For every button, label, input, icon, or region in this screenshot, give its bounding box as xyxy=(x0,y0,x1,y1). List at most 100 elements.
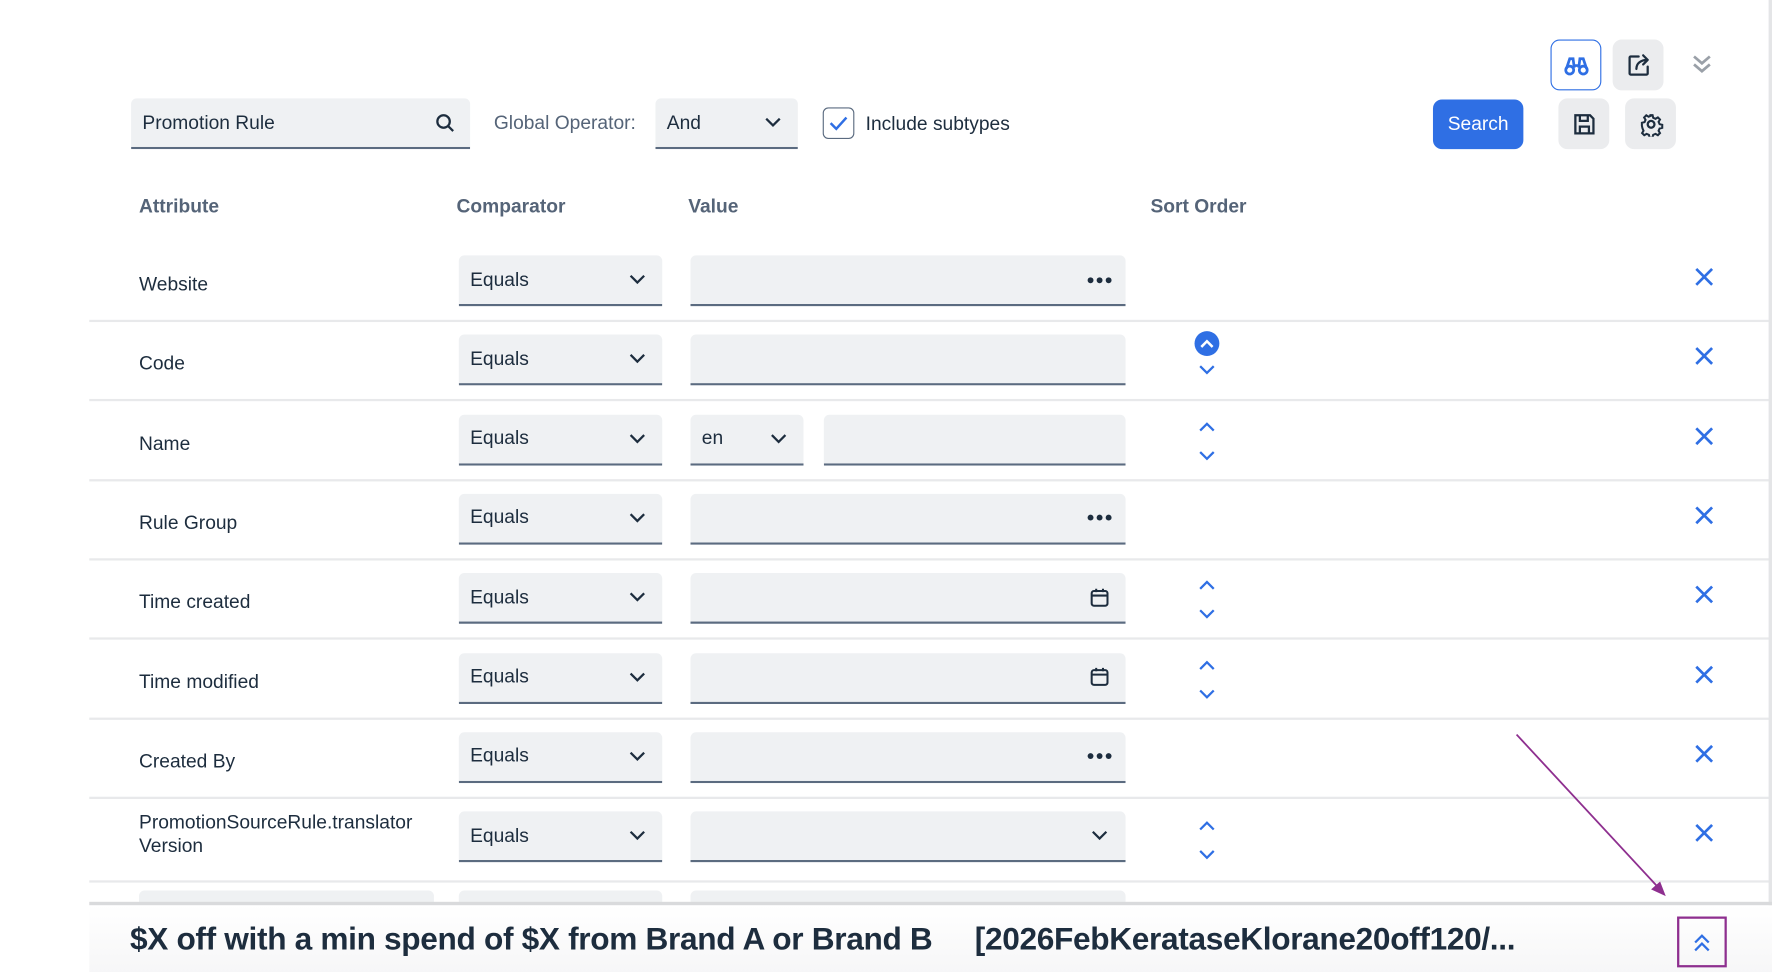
sort-order-control xyxy=(1193,575,1220,625)
comparator-select[interactable]: Equals xyxy=(458,334,663,386)
chevron-down-icon xyxy=(613,672,663,682)
double-chevron-up-icon xyxy=(1694,933,1710,951)
remove-criteria-icon[interactable] xyxy=(1693,345,1716,368)
type-search-input[interactable]: Promotion Rule xyxy=(131,98,471,150)
global-operator-select[interactable]: And xyxy=(655,98,798,150)
sort-descending-icon[interactable] xyxy=(1199,446,1220,466)
sort-ascending-icon[interactable] xyxy=(1199,417,1220,437)
criteria-row: Created By Equals xyxy=(89,717,1772,799)
criteria-row: Time modified Equals xyxy=(89,638,1772,720)
sort-ascending-icon[interactable] xyxy=(1199,816,1220,836)
value-input[interactable] xyxy=(823,414,1126,466)
comparator-select[interactable]: Equals xyxy=(458,414,663,466)
double-chevron-down-icon xyxy=(1693,55,1711,73)
remove-criteria-icon[interactable] xyxy=(1693,583,1716,606)
advanced-search-toggle-button[interactable] xyxy=(1550,39,1602,91)
save-search-button[interactable] xyxy=(1558,98,1610,150)
calendar-icon[interactable] xyxy=(1074,667,1126,687)
collapse-header-button[interactable] xyxy=(1692,53,1712,81)
remove-criteria-icon[interactable] xyxy=(1693,663,1716,686)
attribute-label: Code xyxy=(139,352,185,375)
sort-ascending-active-icon[interactable] xyxy=(1194,331,1220,357)
value-input[interactable] xyxy=(690,811,1126,863)
comparator-select[interactable]: Equals xyxy=(458,732,663,783)
type-search-value: Promotion Rule xyxy=(142,111,275,133)
column-header-sort-order: Sort Order xyxy=(1150,195,1247,217)
value-input[interactable] xyxy=(690,573,1126,625)
comparator-value: Equals xyxy=(470,745,529,767)
criteria-row: Name Equals en xyxy=(89,400,1772,481)
attribute-label: Created By xyxy=(139,750,236,772)
search-button[interactable]: Search xyxy=(1432,99,1524,150)
partial-row-value xyxy=(690,890,1126,905)
criteria-row: Rule Group Equals xyxy=(89,479,1772,561)
sort-order-control xyxy=(1193,655,1220,705)
partial-row-attribute xyxy=(139,890,434,905)
attribute-label: Website xyxy=(139,273,209,295)
value-input[interactable] xyxy=(690,334,1126,386)
comparator-value: Equals xyxy=(470,586,529,608)
include-subtypes-checkbox[interactable] xyxy=(822,107,855,140)
item-code: [2026FebKerataseKlorane20off120/... xyxy=(974,921,1516,957)
search-icon[interactable] xyxy=(420,112,470,132)
chevron-down-icon xyxy=(613,751,663,761)
sort-ascending-icon[interactable] xyxy=(1199,655,1220,675)
attribute-label: Time created xyxy=(139,591,251,613)
partial-row-comparator xyxy=(458,890,663,905)
column-header-value: Value xyxy=(688,195,739,217)
more-icon[interactable] xyxy=(1074,753,1126,760)
item-name: $X off with a min spend of $X from Brand… xyxy=(129,921,933,957)
language-select[interactable]: en xyxy=(690,414,804,466)
include-subtypes-label: Include subtypes xyxy=(865,113,1010,135)
remove-criteria-icon[interactable] xyxy=(1693,266,1716,289)
criteria-row: Website Equals xyxy=(89,241,1772,323)
attribute-label: PromotionSourceRule.translator Version xyxy=(139,811,413,857)
sort-ascending-icon[interactable] xyxy=(1199,575,1220,595)
comparator-select[interactable]: Equals xyxy=(458,255,663,307)
attribute-label: Name xyxy=(139,432,191,454)
column-header-comparator: Comparator xyxy=(456,195,566,217)
checkmark-icon xyxy=(829,116,848,131)
sort-descending-icon[interactable] xyxy=(1199,845,1220,865)
remove-criteria-icon[interactable] xyxy=(1693,742,1716,765)
comparator-value: Equals xyxy=(470,347,529,370)
chevron-down-icon xyxy=(613,592,663,602)
share-icon xyxy=(1627,53,1649,76)
expand-editor-button[interactable] xyxy=(1677,916,1727,968)
settings-button[interactable] xyxy=(1625,98,1676,150)
comparator-value: Equals xyxy=(470,506,529,529)
comparator-value: Equals xyxy=(470,824,529,846)
scrollbar-track[interactable] xyxy=(1768,0,1772,972)
calendar-icon[interactable] xyxy=(1074,587,1126,607)
sort-descending-icon[interactable] xyxy=(1199,684,1220,704)
remove-criteria-icon[interactable] xyxy=(1693,424,1716,447)
comparator-select[interactable]: Equals xyxy=(458,811,663,863)
share-button[interactable] xyxy=(1612,39,1664,91)
sort-descending-icon[interactable] xyxy=(1199,361,1220,381)
binoculars-icon xyxy=(1563,56,1589,75)
chevron-down-icon[interactable] xyxy=(1074,831,1126,841)
comparator-select[interactable]: Equals xyxy=(458,652,663,704)
sort-descending-icon[interactable] xyxy=(1199,605,1220,625)
value-input[interactable] xyxy=(690,732,1126,783)
value-input[interactable] xyxy=(690,652,1126,704)
value-input[interactable] xyxy=(690,493,1126,545)
sort-order-control xyxy=(1193,417,1220,467)
remove-criteria-icon[interactable] xyxy=(1693,504,1716,527)
more-icon[interactable] xyxy=(1074,276,1126,283)
global-operator-value: And xyxy=(666,111,701,133)
comparator-select[interactable]: Equals xyxy=(458,493,663,545)
comparator-value: Equals xyxy=(470,268,529,290)
chevron-down-icon xyxy=(613,433,663,444)
sort-order-control xyxy=(1193,816,1220,866)
sort-order-control xyxy=(1193,331,1220,381)
item-title: $X off with a min spend of $X from Brand… xyxy=(129,921,1516,957)
comparator-select[interactable]: Equals xyxy=(458,573,663,625)
remove-criteria-icon[interactable] xyxy=(1693,822,1716,845)
chevron-down-icon xyxy=(613,354,663,364)
more-icon[interactable] xyxy=(1074,515,1126,522)
value-input[interactable] xyxy=(690,255,1126,307)
attribute-label: Rule Group xyxy=(139,511,238,534)
chevron-down-icon xyxy=(754,433,804,444)
